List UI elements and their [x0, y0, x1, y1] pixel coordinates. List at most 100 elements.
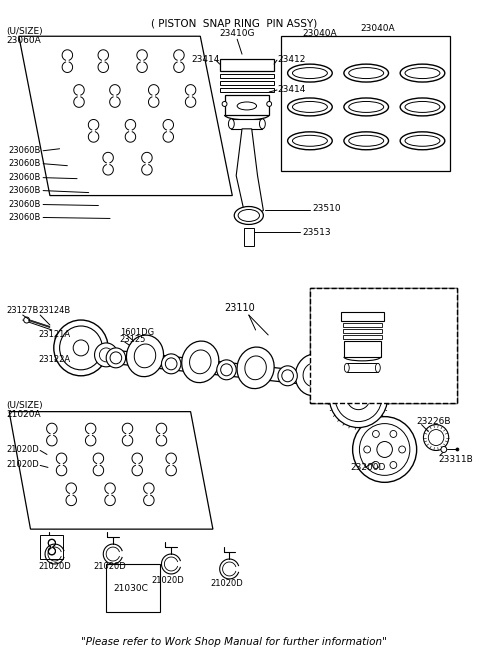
Circle shape	[360, 424, 410, 476]
Ellipse shape	[245, 356, 266, 380]
Text: (U/SIZE): (U/SIZE)	[6, 27, 43, 36]
Polygon shape	[94, 348, 409, 396]
Circle shape	[95, 343, 118, 367]
Text: (U/SIZE): (U/SIZE)	[6, 401, 43, 410]
Ellipse shape	[234, 206, 264, 225]
Ellipse shape	[292, 102, 327, 113]
Circle shape	[60, 326, 102, 370]
Text: 23060B: 23060B	[8, 159, 40, 168]
Text: ( PISTON  SNAP RING  PIN ASSY): ( PISTON SNAP RING PIN ASSY)	[151, 18, 317, 28]
Text: 23410A: 23410A	[366, 297, 401, 307]
Ellipse shape	[182, 341, 219, 383]
Circle shape	[142, 347, 146, 352]
Text: 23060B: 23060B	[8, 186, 40, 195]
Text: 23060A: 23060A	[6, 36, 41, 45]
Ellipse shape	[349, 136, 384, 146]
Ellipse shape	[228, 119, 234, 129]
Circle shape	[54, 320, 108, 376]
Text: 21020D: 21020D	[6, 445, 39, 454]
Circle shape	[353, 417, 417, 482]
Text: 23060B: 23060B	[8, 213, 40, 222]
Ellipse shape	[344, 132, 388, 150]
Text: 23122A: 23122A	[38, 356, 71, 364]
Text: 23510: 23510	[312, 204, 340, 213]
Ellipse shape	[375, 364, 380, 372]
Text: 23200D: 23200D	[351, 463, 386, 472]
Text: 23121A: 23121A	[38, 331, 71, 339]
Circle shape	[329, 368, 387, 428]
Ellipse shape	[353, 361, 391, 403]
Bar	[347, 363, 378, 372]
Ellipse shape	[344, 98, 388, 116]
Bar	[40, 535, 63, 559]
Ellipse shape	[110, 352, 122, 364]
Bar	[225, 95, 269, 115]
Circle shape	[222, 102, 227, 107]
Circle shape	[73, 340, 89, 356]
Text: 23125: 23125	[120, 335, 146, 345]
Bar	[343, 323, 382, 327]
Text: 23060B: 23060B	[8, 173, 40, 182]
Text: 23127B: 23127B	[6, 306, 38, 314]
Polygon shape	[19, 36, 232, 196]
Ellipse shape	[292, 67, 327, 79]
Text: 23060B: 23060B	[8, 146, 40, 155]
Text: (PISTON  PIN ASSY): (PISTON PIN ASSY)	[337, 288, 431, 298]
Circle shape	[130, 342, 141, 354]
Text: 21020D: 21020D	[94, 563, 126, 571]
Ellipse shape	[288, 98, 332, 116]
Text: "Please refer to Work Shop Manual for further information": "Please refer to Work Shop Manual for fu…	[81, 637, 387, 646]
Text: 23226B: 23226B	[417, 417, 451, 426]
Bar	[310, 288, 457, 403]
Text: 21020D: 21020D	[38, 563, 71, 571]
Bar	[220, 81, 274, 85]
Bar	[231, 119, 263, 129]
Ellipse shape	[295, 354, 332, 396]
Polygon shape	[236, 129, 264, 215]
Ellipse shape	[237, 102, 257, 110]
Text: 23513: 23513	[302, 228, 331, 237]
Circle shape	[335, 374, 382, 422]
Bar	[310, 288, 457, 403]
Ellipse shape	[389, 380, 409, 400]
Bar	[106, 564, 159, 612]
Circle shape	[456, 448, 459, 451]
Circle shape	[441, 447, 447, 453]
Ellipse shape	[161, 354, 181, 374]
Bar	[343, 335, 382, 339]
Circle shape	[423, 424, 449, 451]
Text: 23412: 23412	[277, 54, 305, 64]
Circle shape	[267, 102, 272, 107]
Ellipse shape	[288, 64, 332, 82]
Ellipse shape	[344, 364, 349, 372]
Ellipse shape	[134, 344, 156, 367]
Text: 23040A: 23040A	[302, 29, 337, 38]
Ellipse shape	[237, 347, 274, 388]
Circle shape	[399, 446, 406, 453]
Text: 21020D: 21020D	[210, 580, 243, 588]
Bar	[343, 329, 382, 333]
Text: 21020D: 21020D	[6, 460, 39, 469]
Bar	[341, 312, 384, 321]
Ellipse shape	[405, 136, 440, 146]
Text: 23412: 23412	[353, 301, 381, 310]
Ellipse shape	[394, 384, 405, 396]
Ellipse shape	[221, 364, 232, 376]
Circle shape	[364, 446, 371, 453]
Ellipse shape	[361, 370, 383, 394]
Bar	[244, 229, 253, 246]
Text: 23040A: 23040A	[360, 24, 395, 33]
Ellipse shape	[126, 335, 164, 377]
Circle shape	[99, 348, 113, 362]
Ellipse shape	[260, 119, 265, 129]
Bar	[344, 341, 381, 357]
Ellipse shape	[400, 132, 445, 150]
Circle shape	[377, 441, 393, 457]
Text: 21121A: 21121A	[339, 370, 373, 379]
Ellipse shape	[282, 370, 293, 382]
Circle shape	[390, 462, 397, 468]
Polygon shape	[9, 411, 213, 529]
Ellipse shape	[217, 360, 236, 380]
Text: 21020D: 21020D	[152, 576, 184, 586]
Text: 23110: 23110	[225, 303, 255, 313]
